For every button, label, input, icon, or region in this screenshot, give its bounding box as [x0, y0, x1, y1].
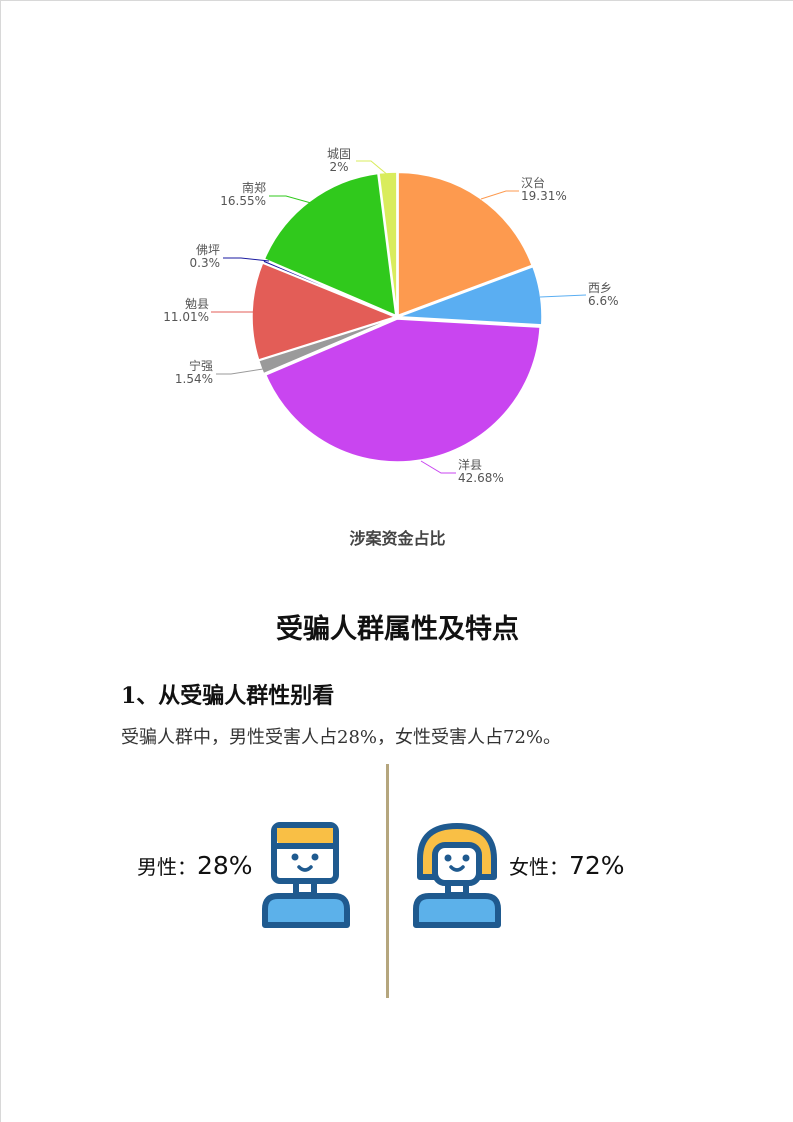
slice-label-value: 0.3% — [190, 256, 221, 270]
female-stat: 女性：72% — [509, 851, 625, 880]
slice-label: 西乡 6.6% — [588, 281, 619, 308]
pie-slice-佛坪 — [261, 259, 396, 317]
slice-label: 佛坪 0.3% — [190, 243, 221, 270]
slice-label-value: 11.01% — [163, 310, 209, 324]
leader-line — [269, 195, 312, 204]
slice-label-value: 16.55% — [220, 194, 266, 208]
slice-label-name: 佛坪 — [196, 243, 220, 257]
pie-slice-洋县 — [265, 318, 541, 463]
female-value: 72% — [569, 851, 625, 880]
slice-label-value: 6.6% — [588, 294, 619, 308]
pie-slice-宁强 — [257, 316, 396, 375]
leader-line — [356, 160, 390, 177]
slice-label-name: 南郑 — [242, 180, 266, 195]
slice-label-value: 2% — [329, 160, 348, 174]
subsection-heading: 1、从受骗人群性别看 — [121, 683, 335, 709]
leader-line — [539, 294, 587, 298]
male-value: 28% — [197, 851, 253, 880]
slice-label-name: 汉台 — [521, 175, 545, 190]
leader-line — [420, 460, 456, 474]
pie-slice-南郑 — [263, 172, 397, 317]
leader-line — [216, 368, 264, 375]
pie-slice-勉县 — [251, 262, 396, 361]
pie-slice-西乡 — [398, 265, 543, 326]
slice-label-name: 城固 — [327, 147, 351, 161]
slice-label: 宁强 1.54% — [175, 358, 213, 386]
slice-label-name: 宁强 — [189, 358, 213, 373]
vertical-divider — [386, 764, 389, 998]
leader-line — [480, 190, 519, 200]
section-heading: 受骗人群属性及特点 — [276, 614, 519, 645]
slice-label: 南郑 16.55% — [220, 180, 266, 208]
chart-title: 涉案资金占比 — [349, 529, 446, 548]
slice-label: 勉县 11.01% — [163, 297, 209, 324]
male-person-icon — [262, 822, 350, 928]
gender-paragraph: 受骗人群中，男性受害人占28%，女性受害人占72%。 — [121, 727, 562, 748]
slice-label-value: 42.68% — [458, 471, 504, 485]
pie-chart: 汉台 19.31% 西乡 6.6% 洋县 42.68% 宁强 1.54% 勉县 11.01% 佛坪 0… — [163, 147, 619, 485]
slice-label: 洋县 42.68% — [458, 457, 504, 485]
slice-label-name: 勉县 — [185, 297, 209, 311]
slice-label-value: 19.31% — [521, 189, 567, 203]
female-label: 女性： — [509, 855, 569, 879]
leader-line — [223, 257, 270, 262]
slice-label-value: 1.54% — [175, 372, 213, 386]
male-stat: 男性：28% — [137, 851, 253, 880]
slice-label-name: 西乡 — [588, 281, 612, 295]
slice-label: 汉台 19.31% — [521, 175, 567, 203]
slice-label: 城固 2% — [327, 147, 351, 174]
female-person-icon — [413, 823, 501, 928]
slice-label-name: 洋县 — [458, 457, 482, 472]
pie-slice-汉台 — [397, 171, 533, 317]
pie-slice-城固 — [378, 171, 398, 316]
male-label: 男性： — [137, 855, 197, 879]
